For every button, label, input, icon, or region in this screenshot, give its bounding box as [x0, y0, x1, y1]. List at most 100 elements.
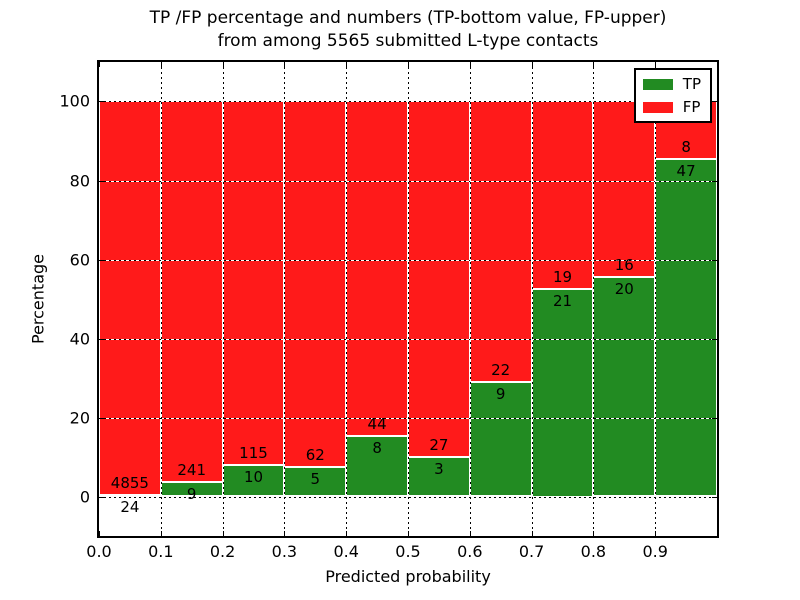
x-tick: [99, 531, 100, 536]
plot-area: 0 20 40 60 80 100 0.0 0.1 0.2 0.3 0.4 0.5 0.6 0.7 0.8 0…: [59, 60, 719, 561]
x-tick: [655, 62, 657, 67]
bar-label-fp: 4855: [110, 473, 149, 492]
y-tick: [99, 338, 104, 340]
chart-title: TP /FP percentage and numbers (TP-bottom…: [97, 7, 719, 53]
y-axis-label: Percentage: [28, 253, 48, 345]
bar-label-tp: 20: [614, 280, 634, 299]
y-tick: [99, 180, 104, 182]
legend-entry-fp: FP: [642, 98, 701, 116]
gridline-vertical: [593, 62, 595, 536]
gridline-vertical: [160, 62, 162, 536]
x-tick-label: 0.4: [333, 542, 359, 561]
y-tick-label: 80: [69, 171, 90, 190]
gridline-vertical: [346, 62, 348, 536]
x-tick-label: 0.3: [271, 542, 298, 561]
bar-segment-fp: [469, 101, 532, 382]
y-tick: [99, 259, 104, 261]
x-tick: [284, 62, 286, 67]
bar-segment-fp: [222, 101, 285, 465]
bar-label-fp: 62: [305, 446, 325, 465]
bar-label-tp: 9: [495, 384, 506, 403]
bar-label-tp: 24: [120, 497, 140, 516]
bar-label-fp: 16: [614, 256, 634, 275]
bar-label-tp: 5: [310, 470, 321, 489]
x-tick-label: 0.9: [642, 542, 668, 561]
chart-title-line1: TP /FP percentage and numbers (TP-bottom…: [149, 8, 667, 28]
bar-label-tp: 9: [186, 485, 197, 504]
x-tick: [469, 531, 471, 536]
gridline-vertical: [284, 62, 286, 536]
x-tick: [408, 62, 409, 67]
bar-label-tp: 21: [552, 292, 573, 311]
bar-segment-fp: [99, 101, 161, 495]
y-tick-label: 20: [69, 408, 90, 427]
legend-swatch-tp: [642, 78, 673, 90]
y-tick: [712, 338, 717, 340]
bar-label-fp: 27: [429, 436, 449, 454]
legend-label-tp: TP: [682, 75, 701, 93]
y-tick: [99, 496, 104, 498]
y-tick: [712, 180, 717, 182]
x-tick: [160, 531, 162, 536]
legend-swatch-fp: [642, 101, 673, 113]
y-tick: [712, 259, 717, 261]
x-tick: [346, 62, 348, 67]
y-tick-label: 100: [59, 91, 90, 111]
x-tick-label: 0.2: [209, 542, 236, 561]
bar-segment-fp: [284, 101, 347, 467]
legend-label-fp: FP: [682, 98, 701, 116]
bar-segment-tp: [593, 277, 656, 497]
y-tick: [99, 101, 104, 103]
x-tick-label: 0.0: [86, 542, 112, 561]
bar-label-fp: 19: [552, 268, 573, 287]
gridline-vertical: [469, 62, 471, 536]
y-tick: [712, 417, 717, 419]
x-tick: [717, 62, 718, 67]
chart-title-line2: from among 5565 submitted L-type contact…: [217, 31, 599, 51]
y-tick: [712, 101, 717, 103]
bar-label-tp: 3: [434, 460, 444, 478]
x-tick: [284, 531, 286, 536]
y-tick: [99, 417, 104, 419]
bar-segment-tp: [655, 158, 717, 497]
y-tick-label: 60: [69, 250, 90, 269]
bar-label-tp: 47: [676, 161, 696, 180]
x-tick: [655, 531, 657, 536]
x-axis-label: Predicted probability: [325, 567, 491, 586]
x-tick: [593, 531, 595, 536]
x-tick: [469, 62, 471, 67]
x-tick: [99, 62, 100, 67]
bar-segment-fp: [160, 101, 223, 483]
bar-label-tp: 10: [243, 467, 264, 486]
x-tick-label: 0.7: [518, 542, 545, 561]
x-tick: [222, 62, 224, 67]
x-tick-label: 0.1: [148, 542, 174, 561]
gridline-vertical: [531, 62, 533, 536]
bar-segment-fp: [593, 101, 656, 278]
x-tick: [531, 531, 533, 536]
bar-label-fp: 44: [367, 414, 387, 433]
y-tick-label: 0: [79, 487, 90, 506]
x-tick: [531, 62, 533, 67]
bar-label-fp: 8: [681, 137, 691, 156]
gridline-vertical: [222, 62, 224, 536]
gridline-vertical: [655, 62, 657, 536]
x-tick: [160, 62, 162, 67]
bar-segment-fp: [408, 101, 470, 457]
bar-segment-fp: [346, 101, 408, 436]
y-tick-label: 40: [69, 329, 90, 348]
x-tick: [222, 531, 224, 536]
bar-label-fp: 115: [239, 443, 268, 462]
gridline-vertical: [408, 62, 409, 536]
y-tick: [712, 496, 717, 498]
bar-segment-tp: [99, 494, 161, 497]
x-tick-label: 0.8: [580, 542, 607, 561]
bar-segment-tp: [408, 457, 470, 497]
x-tick-label: 0.5: [395, 542, 421, 561]
bar-segment-fp: [531, 101, 594, 290]
bar-label-tp: 8: [372, 438, 382, 457]
bar-label-fp: 241: [177, 461, 207, 480]
x-tick: [717, 531, 718, 536]
x-tick: [593, 62, 595, 67]
